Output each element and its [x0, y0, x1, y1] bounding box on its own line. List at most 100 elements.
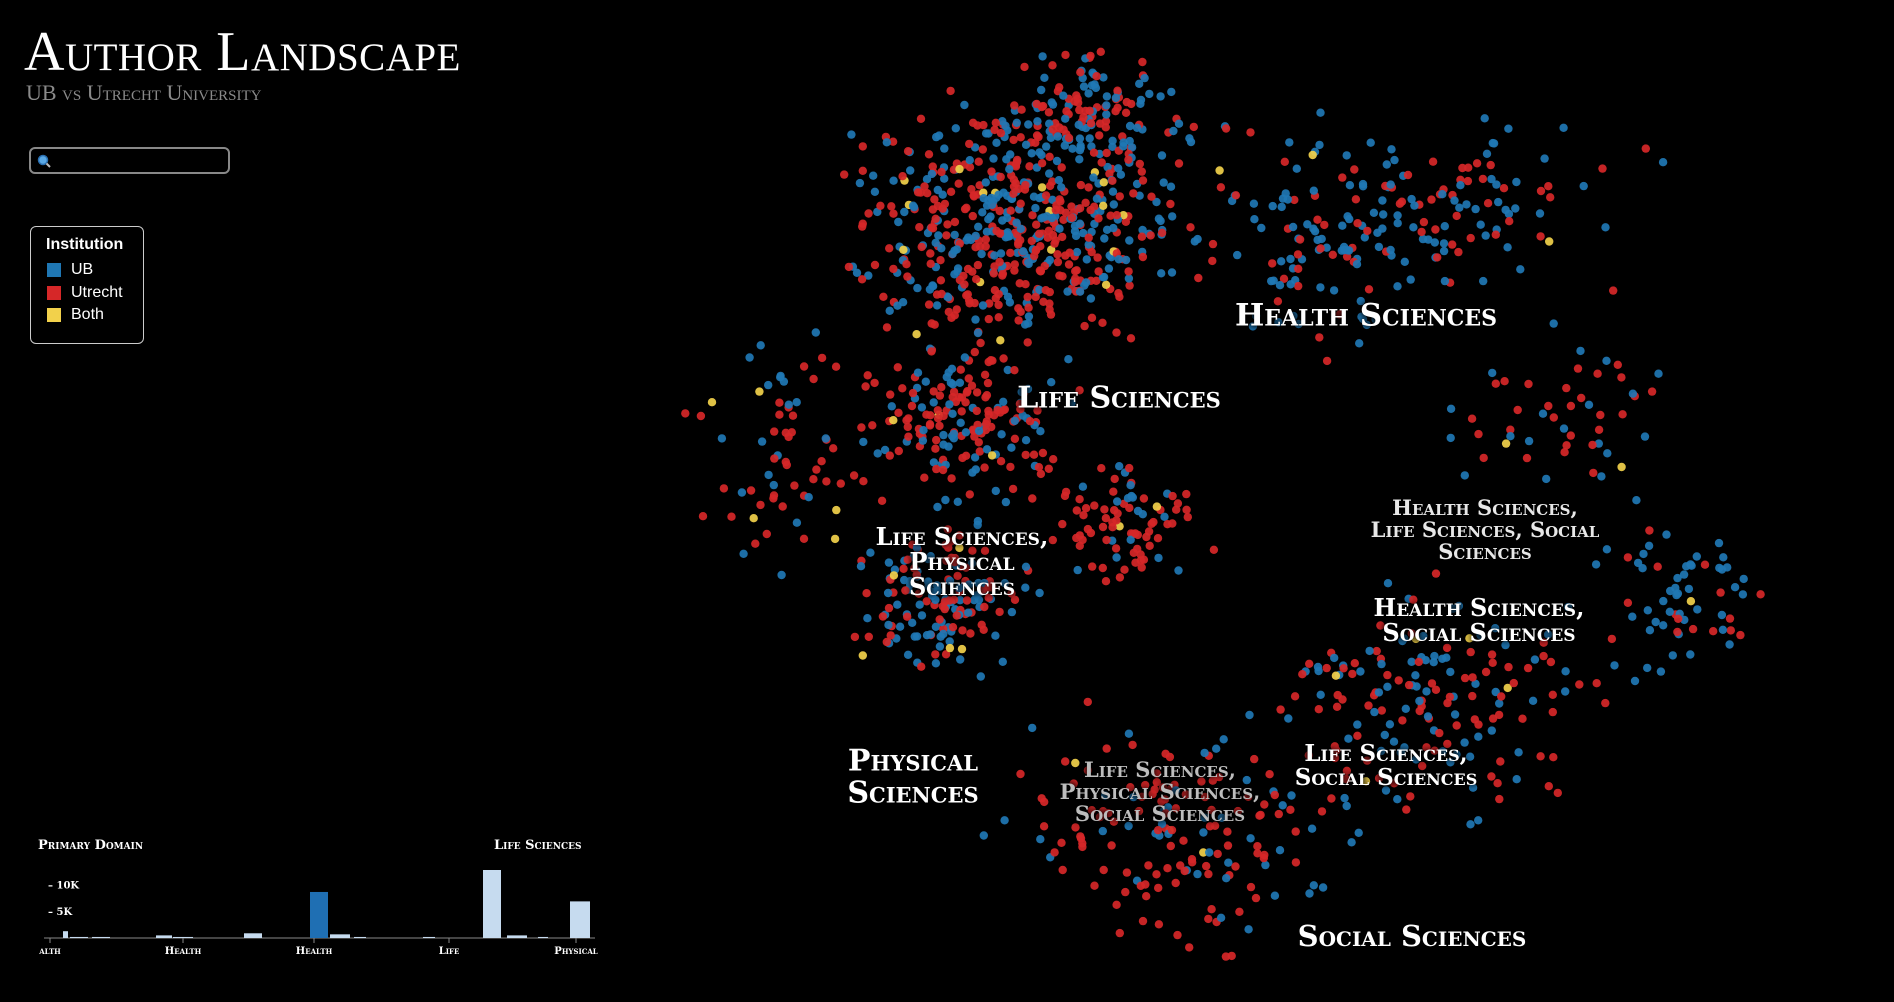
author-dot[interactable]: [1512, 177, 1521, 187]
author-dot[interactable]: [885, 451, 894, 460]
author-dot[interactable]: [855, 178, 865, 188]
author-dot[interactable]: [1040, 261, 1050, 271]
author-dot[interactable]: [1098, 318, 1107, 327]
author-dot[interactable]: [920, 473, 929, 482]
author-dot[interactable]: [931, 444, 940, 453]
author-dot[interactable]: [968, 546, 977, 555]
author-dot[interactable]: [1347, 838, 1356, 847]
author-dot[interactable]: [1512, 775, 1521, 784]
author-dot[interactable]: [1053, 132, 1063, 141]
author-dot[interactable]: [1009, 189, 1018, 198]
author-dot[interactable]: [1491, 230, 1501, 239]
author-dot[interactable]: [1084, 183, 1093, 192]
author-dot[interactable]: [995, 206, 1004, 216]
author-dot[interactable]: [1317, 807, 1327, 816]
author-dot[interactable]: [976, 242, 985, 251]
author-dot[interactable]: [863, 614, 872, 623]
author-dot[interactable]: [967, 559, 977, 568]
author-dot[interactable]: [1342, 774, 1351, 784]
author-dot[interactable]: [1061, 208, 1071, 217]
author-dot[interactable]: [1231, 862, 1240, 871]
author-dot[interactable]: [1332, 702, 1342, 711]
author-dot[interactable]: [903, 555, 912, 564]
author-dot[interactable]: [1081, 504, 1091, 513]
author-dot[interactable]: [981, 235, 990, 244]
author-dot[interactable]: [973, 516, 983, 526]
author-dot[interactable]: [976, 338, 985, 348]
author-dot[interactable]: [1316, 244, 1325, 253]
author-dot[interactable]: [879, 292, 888, 301]
author-dot[interactable]: [1393, 211, 1402, 220]
author-dot[interactable]: [1430, 746, 1439, 755]
author-dot[interactable]: [939, 629, 948, 639]
author-dot[interactable]: [1132, 123, 1142, 132]
author-dot[interactable]: [1566, 431, 1576, 440]
author-dot[interactable]: [971, 231, 980, 241]
author-dot[interactable]: [936, 276, 946, 285]
author-dot[interactable]: [1431, 685, 1441, 694]
author-dot[interactable]: [1348, 669, 1357, 679]
author-dot[interactable]: [1528, 696, 1538, 705]
author-dot[interactable]: [964, 374, 973, 383]
author-dot[interactable]: [1693, 605, 1702, 614]
author-dot[interactable]: [1446, 758, 1455, 767]
author-dot[interactable]: [1640, 432, 1650, 441]
author-dot[interactable]: [1014, 238, 1023, 247]
author-dot[interactable]: [1059, 215, 1068, 224]
author-dot[interactable]: [1471, 679, 1480, 688]
author-dot[interactable]: [1340, 793, 1349, 803]
author-dot[interactable]: [1113, 86, 1122, 95]
author-dot[interactable]: [1630, 676, 1640, 686]
author-dot[interactable]: [1275, 281, 1285, 290]
author-dot[interactable]: [1200, 813, 1209, 822]
author-dot[interactable]: [1009, 182, 1019, 191]
author-dot[interactable]: [1545, 237, 1554, 246]
author-dot[interactable]: [1158, 783, 1168, 792]
author-dot[interactable]: [1076, 834, 1086, 843]
author-dot[interactable]: [1000, 579, 1009, 588]
author-dot[interactable]: [1700, 560, 1710, 569]
domain-bar[interactable]: [507, 935, 527, 938]
author-dot[interactable]: [1061, 50, 1070, 60]
author-dot[interactable]: [1112, 900, 1121, 909]
author-dot[interactable]: [1352, 260, 1362, 269]
author-dot[interactable]: [960, 100, 969, 110]
author-dot[interactable]: [961, 428, 971, 437]
author-dot[interactable]: [1513, 405, 1522, 415]
author-dot[interactable]: [822, 477, 831, 486]
author-dot[interactable]: [1010, 434, 1020, 443]
author-dot[interactable]: [1628, 612, 1637, 621]
author-dot[interactable]: [882, 138, 891, 147]
author-dot[interactable]: [982, 417, 991, 426]
author-dot[interactable]: [957, 407, 966, 416]
author-dot[interactable]: [788, 411, 798, 420]
author-dot[interactable]: [1393, 795, 1402, 804]
author-dot[interactable]: [882, 323, 892, 332]
author-dot[interactable]: [1045, 169, 1054, 178]
author-dot[interactable]: [1111, 107, 1120, 116]
author-dot[interactable]: [1617, 373, 1626, 382]
author-dot[interactable]: [1756, 590, 1765, 599]
author-dot[interactable]: [912, 570, 921, 580]
author-dot[interactable]: [1138, 916, 1148, 926]
author-dot[interactable]: [1656, 667, 1666, 676]
author-dot[interactable]: [1298, 670, 1307, 679]
author-dot[interactable]: [1305, 889, 1314, 898]
author-dot[interactable]: [1007, 589, 1016, 598]
author-dot[interactable]: [991, 118, 1000, 128]
author-dot[interactable]: [1024, 303, 1033, 312]
author-dot[interactable]: [969, 191, 978, 200]
author-dot[interactable]: [1353, 219, 1362, 228]
author-dot[interactable]: [1174, 159, 1184, 168]
author-dot[interactable]: [1037, 183, 1047, 192]
author-dot[interactable]: [926, 249, 935, 258]
author-dot[interactable]: [927, 347, 936, 356]
author-dot[interactable]: [1686, 597, 1696, 606]
author-dot[interactable]: [1592, 679, 1601, 688]
author-dot[interactable]: [1079, 113, 1088, 122]
author-dot[interactable]: [1246, 834, 1255, 843]
author-dot[interactable]: [1327, 794, 1336, 803]
author-dot[interactable]: [942, 556, 951, 565]
author-dot[interactable]: [1286, 254, 1295, 264]
author-dot[interactable]: [1125, 503, 1134, 513]
